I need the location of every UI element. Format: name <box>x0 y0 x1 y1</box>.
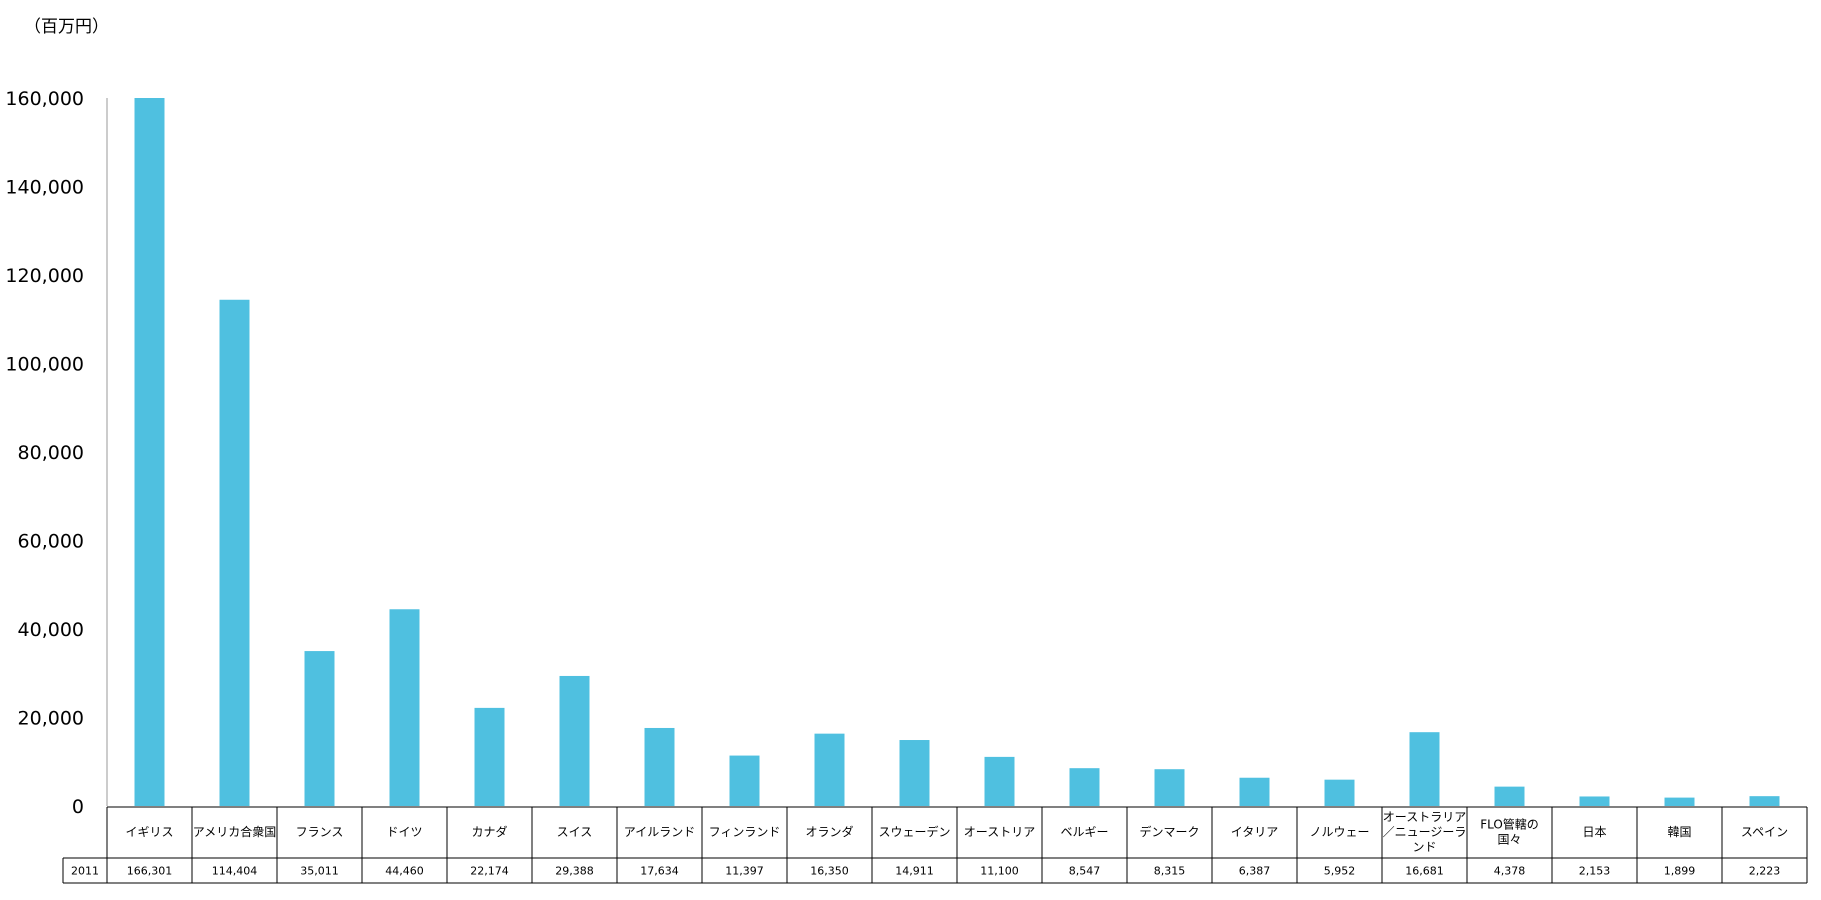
bar <box>1749 796 1780 806</box>
data-value-label: 8,547 <box>1069 865 1101 878</box>
category-label: 韓国 <box>1667 825 1691 839</box>
bar <box>1409 732 1440 806</box>
bar <box>1069 768 1100 806</box>
y-tick-label: 80,000 <box>18 442 84 464</box>
category-label: ンド <box>1412 840 1436 854</box>
bar <box>559 675 590 806</box>
unit-label: （百万円） <box>24 17 109 37</box>
category-label: イギリス <box>125 825 173 839</box>
bar <box>729 755 760 806</box>
category-label: オーストリア <box>964 825 1035 839</box>
bar <box>1494 786 1525 806</box>
data-value-label: 14,911 <box>895 865 934 878</box>
bar <box>389 609 420 806</box>
bar <box>814 733 845 806</box>
data-value-label: 6,387 <box>1239 865 1271 878</box>
bar <box>219 299 250 806</box>
category-label: ドイツ <box>386 825 422 839</box>
data-value-label: 44,460 <box>385 865 424 878</box>
bar <box>644 727 675 806</box>
data-value-label: 1,899 <box>1664 865 1696 878</box>
bar <box>304 651 335 806</box>
category-label: FLO管轄の <box>1480 817 1539 832</box>
data-value-label: 35,011 <box>300 865 339 878</box>
y-tick-label: 160,000 <box>5 88 84 110</box>
y-tick-label: 0 <box>72 796 84 818</box>
category-label: フランス <box>296 825 344 839</box>
bar <box>134 98 165 806</box>
data-value-label: 11,397 <box>725 865 764 878</box>
data-value-label: 166,301 <box>127 865 173 878</box>
category-label: スイス <box>557 825 593 839</box>
bar <box>1154 769 1185 806</box>
category-label: ノルウェー <box>1309 825 1369 839</box>
category-label: イタリア <box>1231 825 1279 839</box>
data-value-label: 16,681 <box>1405 865 1444 878</box>
bar <box>984 756 1015 806</box>
category-label: 国々 <box>1497 833 1521 847</box>
category-label: アメリカ合衆国 <box>193 824 276 839</box>
category-label: スペイン <box>1741 825 1788 839</box>
y-tick-label: 20,000 <box>18 708 84 730</box>
data-value-label: 11,100 <box>980 865 1019 878</box>
data-value-label: 8,315 <box>1154 865 1186 878</box>
category-label: ベルギー <box>1060 825 1108 839</box>
category-label: アイルランド <box>624 825 695 839</box>
data-value-label: 29,388 <box>555 865 594 878</box>
category-label: カナダ <box>471 824 507 839</box>
category-label: ／ニュージーラ <box>1383 825 1467 839</box>
data-value-label: 114,404 <box>212 865 258 878</box>
data-value-label: 4,378 <box>1494 865 1526 878</box>
category-label: 日本 <box>1582 825 1606 839</box>
bar <box>899 740 930 806</box>
data-value-label: 17,634 <box>640 865 679 878</box>
bar <box>1239 777 1270 806</box>
data-value-label: 2,153 <box>1579 865 1611 878</box>
series-name-label: 2011 <box>71 865 99 878</box>
category-label: フィンランド <box>709 825 781 839</box>
bar <box>1324 779 1355 806</box>
bar <box>474 707 505 806</box>
y-tick-label: 100,000 <box>5 354 84 376</box>
y-tick-label: 60,000 <box>18 531 84 553</box>
category-label: スウェーデン <box>878 824 950 839</box>
data-value-label: 22,174 <box>470 865 509 878</box>
category-label: オランダ <box>805 824 853 839</box>
bar <box>1579 796 1610 806</box>
category-label: デンマーク <box>1139 824 1199 839</box>
data-value-label: 16,350 <box>810 865 849 878</box>
y-tick-label: 140,000 <box>5 177 84 199</box>
bar <box>1664 797 1695 806</box>
category-label: オーストラリア <box>1383 810 1466 824</box>
data-value-label: 5,952 <box>1324 865 1356 878</box>
y-tick-label: 120,000 <box>5 265 84 287</box>
y-tick-label: 40,000 <box>18 619 84 641</box>
data-value-label: 2,223 <box>1749 865 1781 878</box>
